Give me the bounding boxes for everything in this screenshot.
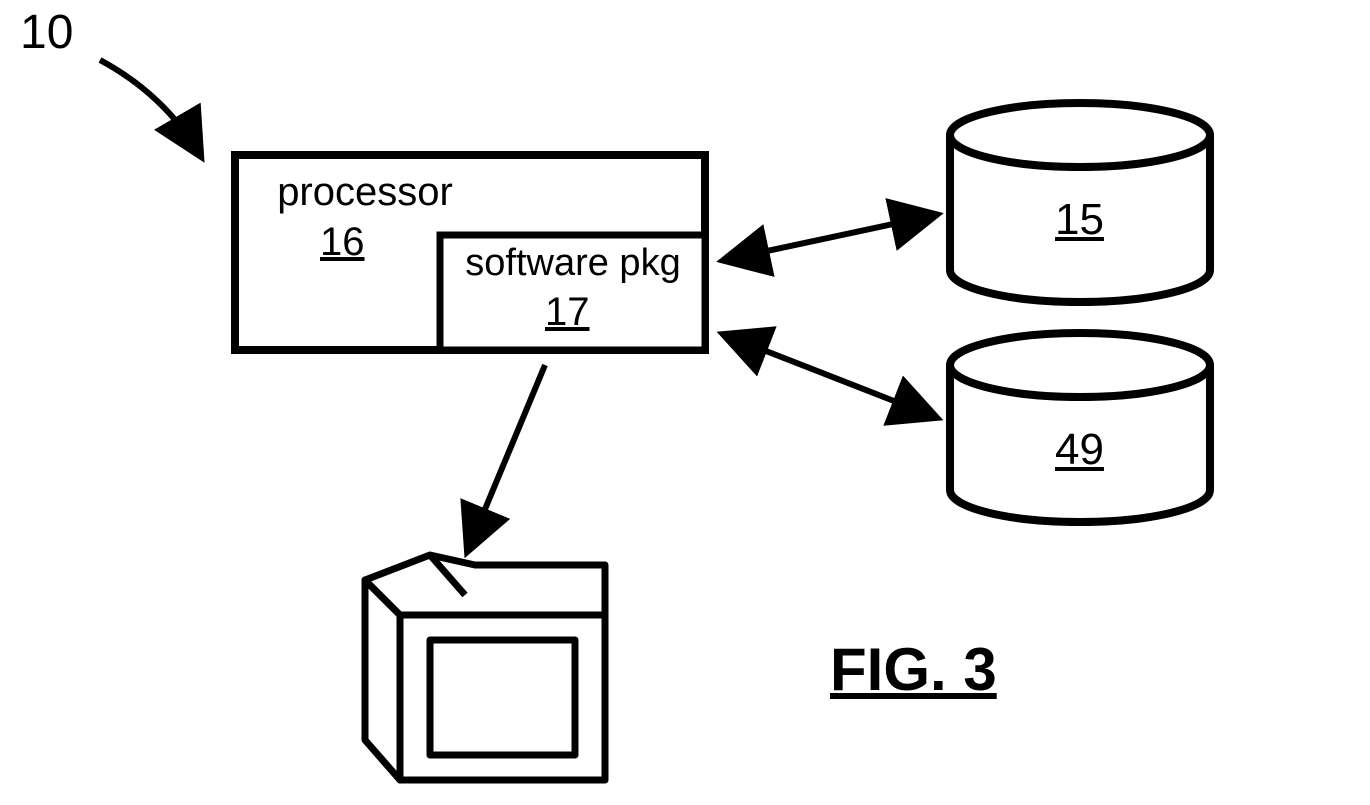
processor-title: processor	[260, 170, 470, 215]
connector-to-15	[725, 215, 935, 260]
monitor	[365, 555, 605, 780]
connector-to-49	[725, 335, 935, 417]
software-title: software pkg	[448, 242, 698, 285]
software-number: 17	[545, 290, 590, 335]
processor-number: 16	[320, 220, 365, 265]
cylinder-15-number: 15	[1055, 195, 1104, 245]
system-pointer	[100, 60, 200, 155]
connector-to-monitor	[468, 365, 545, 550]
figure-label: FIG. 3	[830, 635, 997, 704]
cylinder-49-number: 49	[1055, 425, 1104, 475]
system-number: 10	[20, 5, 73, 60]
